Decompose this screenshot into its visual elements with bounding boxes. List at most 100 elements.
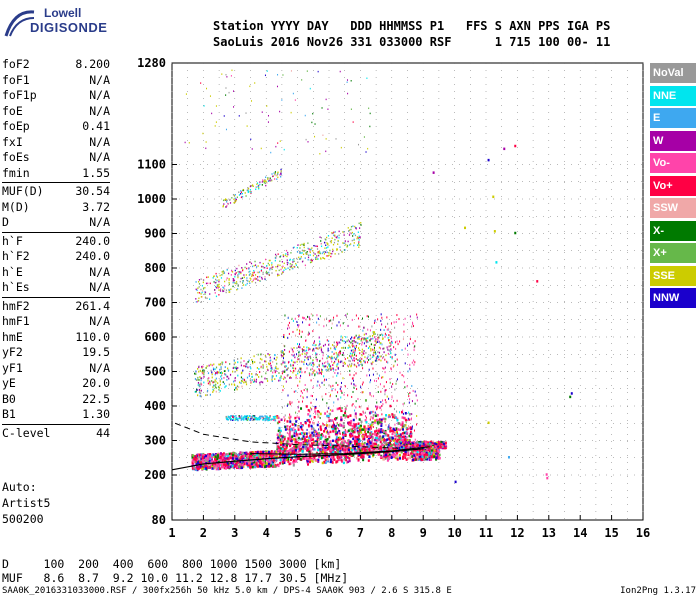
echo-point — [351, 434, 354, 437]
echo-point — [395, 444, 398, 448]
echo-point — [283, 435, 286, 439]
echo-point — [364, 356, 366, 359]
echo-point — [357, 397, 359, 400]
echo-point — [329, 395, 331, 398]
echo-point — [388, 414, 391, 417]
echo-point — [297, 441, 300, 445]
echo-point — [330, 319, 332, 322]
echo-point — [430, 452, 433, 455]
echo-point — [299, 448, 302, 451]
echo-point — [413, 429, 415, 432]
echo-point — [395, 347, 397, 350]
echo-point — [421, 445, 424, 448]
echo-point — [297, 369, 300, 372]
echo-point — [352, 342, 354, 345]
echo-point — [247, 361, 249, 363]
echo-point — [352, 345, 354, 348]
echo-point — [428, 458, 431, 461]
echo-point — [224, 280, 226, 283]
echo-point — [351, 425, 354, 428]
echo-point — [372, 432, 374, 435]
echo-point — [195, 454, 198, 458]
echo-point — [370, 379, 372, 382]
echo-point — [338, 423, 341, 427]
echo-point — [315, 398, 317, 401]
echo-point — [392, 365, 394, 368]
echo-point — [339, 423, 342, 427]
echo-point — [221, 456, 224, 460]
echo-point — [354, 340, 356, 343]
echo-point — [359, 360, 361, 362]
echo-point — [363, 447, 366, 451]
param-value: 110.0 — [75, 329, 110, 344]
param-value: N/A — [89, 314, 110, 328]
echo-point — [369, 329, 371, 332]
echo-point — [361, 448, 364, 451]
echo-point — [253, 271, 255, 274]
echo-point — [313, 363, 315, 366]
echo-point — [347, 439, 350, 442]
echo-point — [218, 457, 221, 460]
echo-point — [300, 407, 303, 410]
echo-point — [346, 441, 349, 445]
echo-point — [433, 449, 436, 452]
echo-point — [317, 372, 319, 375]
echo-point — [214, 289, 216, 291]
echo-point — [203, 371, 205, 374]
echo-point — [310, 261, 313, 263]
echo-point — [234, 276, 236, 278]
echo-point — [324, 435, 327, 438]
echo-point — [315, 406, 317, 409]
echo-point — [357, 336, 359, 339]
echo-point — [335, 447, 338, 450]
echo-point — [262, 262, 264, 265]
param-label: yF1 — [2, 360, 23, 375]
echo-point — [282, 357, 284, 360]
echo-point — [402, 438, 405, 441]
echo-point — [283, 376, 286, 379]
echo-point — [300, 257, 302, 260]
echo-point — [317, 458, 320, 462]
echo-point — [325, 324, 327, 327]
echo-point — [342, 461, 345, 465]
echo-point — [295, 390, 297, 393]
echo-point — [316, 359, 318, 362]
echo-point — [364, 432, 367, 436]
echo-point — [355, 314, 357, 317]
echo-point — [396, 456, 399, 460]
param-label: h`F2 — [2, 249, 30, 263]
echo-point — [308, 450, 311, 454]
echo-point — [289, 425, 291, 428]
echo-point — [298, 446, 301, 449]
echo-point — [297, 426, 300, 429]
echo-point — [243, 418, 245, 421]
echo-point — [342, 414, 345, 417]
echo-point — [337, 367, 339, 370]
echo-point — [343, 450, 346, 454]
echo-point — [310, 379, 312, 382]
echo-point — [384, 438, 387, 442]
echo-point — [306, 457, 309, 461]
echo-point — [381, 449, 384, 453]
echo-point — [317, 380, 319, 383]
echo-point — [315, 356, 317, 359]
echo-point — [316, 384, 318, 387]
echo-point — [217, 382, 219, 385]
echo-point — [396, 410, 398, 413]
echo-point — [381, 323, 383, 326]
echo-point — [403, 424, 406, 427]
echo-point — [197, 467, 200, 471]
echo-point — [361, 364, 363, 367]
echo-point — [226, 463, 229, 466]
echo-point — [292, 319, 294, 322]
echo-point — [392, 430, 395, 433]
echo-point — [224, 285, 226, 287]
param-value: 3.72 — [82, 199, 110, 214]
echo-point — [349, 414, 352, 417]
echo-point — [249, 379, 251, 382]
echo-point — [335, 381, 337, 384]
echo-point — [300, 427, 303, 431]
echo-point — [374, 333, 376, 335]
echo-point — [404, 438, 407, 441]
echo-point — [365, 421, 368, 424]
